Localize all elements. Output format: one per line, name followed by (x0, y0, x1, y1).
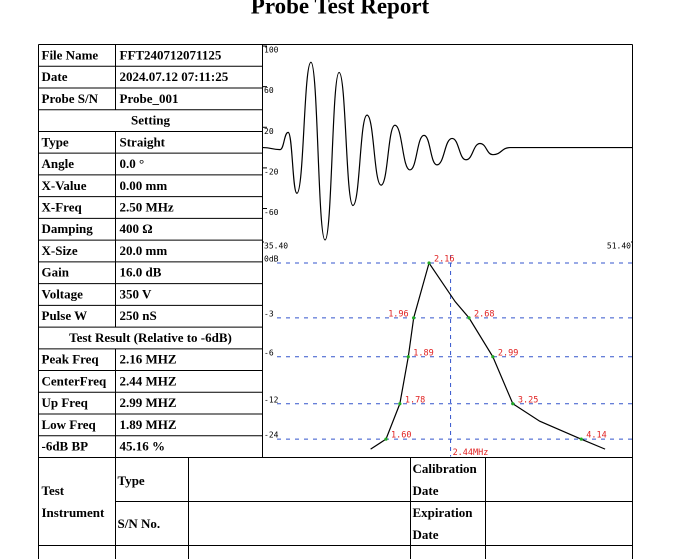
marker-label: 4.14 (586, 431, 606, 441)
field-value: 2024.07.12 07:11:25 (120, 69, 229, 84)
field-value: 400 Ω (120, 221, 153, 236)
y-tick-label: 20 (264, 127, 274, 136)
y-tick-label: -20 (264, 167, 279, 176)
field-value: 2.44 MHZ (120, 373, 177, 388)
field-value: Probe_001 (120, 91, 179, 106)
field-label: Damping (42, 221, 94, 236)
marker-label: 3.25 (518, 395, 538, 405)
field-value: 2.99 MHZ (120, 395, 177, 410)
field-label: Gain (42, 265, 70, 280)
field-label: Angle (42, 156, 75, 171)
center-label: 2.44MHz (453, 448, 489, 458)
field-value: 1.89 MHZ (120, 417, 177, 432)
marker-label: 2.16 (434, 255, 454, 265)
field-label: Type (42, 134, 69, 149)
field-label: X-Value (42, 178, 87, 193)
field-value: 45.16 % (120, 439, 166, 454)
field-value: 350 V (120, 286, 153, 301)
field-label: Low Freq (42, 417, 97, 432)
field-label: Pulse W (42, 308, 88, 323)
field-label: Voltage (42, 286, 84, 301)
instrument-label: Test (42, 483, 65, 498)
marker-label: 1.96 (388, 309, 408, 319)
field-label: -6dB BP (42, 439, 89, 454)
calibration-label: Calibration (413, 461, 478, 476)
marker (412, 316, 416, 320)
section-heading: Test Result (Relative to -6dB) (69, 330, 232, 345)
marker (398, 402, 402, 406)
marker-label: 2.68 (474, 309, 494, 319)
field-value: 16.0 dB (120, 265, 162, 280)
marker-label: 2.99 (498, 348, 518, 358)
y-tick-label: 0dB (264, 255, 279, 264)
report-title: Probe Test Report (251, 0, 430, 18)
y-tick-label: -3 (264, 309, 274, 318)
y-tick-label: 60 (264, 86, 274, 95)
calibration-label: Date (413, 483, 439, 498)
field-label: X-Size (42, 243, 78, 258)
field-label: File Name (42, 47, 99, 62)
section-heading: Setting (131, 113, 171, 128)
field-value: FFT240712071125 (120, 47, 222, 62)
instrument-label: Instrument (42, 505, 106, 520)
field-label: X-Freq (42, 200, 83, 215)
y-tick-label: -24 (264, 431, 279, 440)
marker (406, 355, 410, 359)
field-label: Date (42, 69, 68, 84)
spectrum-line (370, 261, 606, 450)
field-value: 2.50 MHz (120, 200, 174, 215)
expiration-label: Expiration (413, 505, 474, 520)
field-value: 20.0 mm (120, 243, 168, 258)
field-value: 0.0 ° (120, 156, 145, 171)
y-tick-label: -60 (264, 208, 279, 217)
field-value: Straight (120, 134, 166, 149)
sn-label: S/N No. (118, 516, 161, 531)
marker (579, 437, 583, 441)
marker (467, 316, 471, 320)
y-tick-label: -12 (264, 395, 279, 404)
field-label: Peak Freq (42, 352, 100, 367)
expiration-label: Date (413, 527, 439, 542)
marker-label: 1.60 (391, 431, 411, 441)
waveform-line (262, 61, 632, 241)
x-tick-label: 51.40 (607, 242, 631, 251)
marker (384, 437, 388, 441)
field-label: Up Freq (42, 395, 89, 410)
marker (511, 402, 515, 406)
type-label: Type (118, 473, 145, 488)
marker (427, 261, 431, 265)
y-tick-label: -6 (264, 348, 274, 357)
field-label: Probe S/N (42, 91, 99, 106)
marker-label: 1.89 (413, 348, 433, 358)
x-tick-label: 35.40 (264, 242, 288, 251)
y-tick-label: 100 (264, 46, 279, 55)
field-value: 0.00 mm (120, 178, 168, 193)
field-value: 2.16 MHZ (120, 352, 177, 367)
field-value: 250 nS (120, 308, 157, 323)
marker-label: 1.78 (405, 395, 425, 405)
field-label: CenterFreq (42, 373, 108, 388)
marker (491, 355, 495, 359)
